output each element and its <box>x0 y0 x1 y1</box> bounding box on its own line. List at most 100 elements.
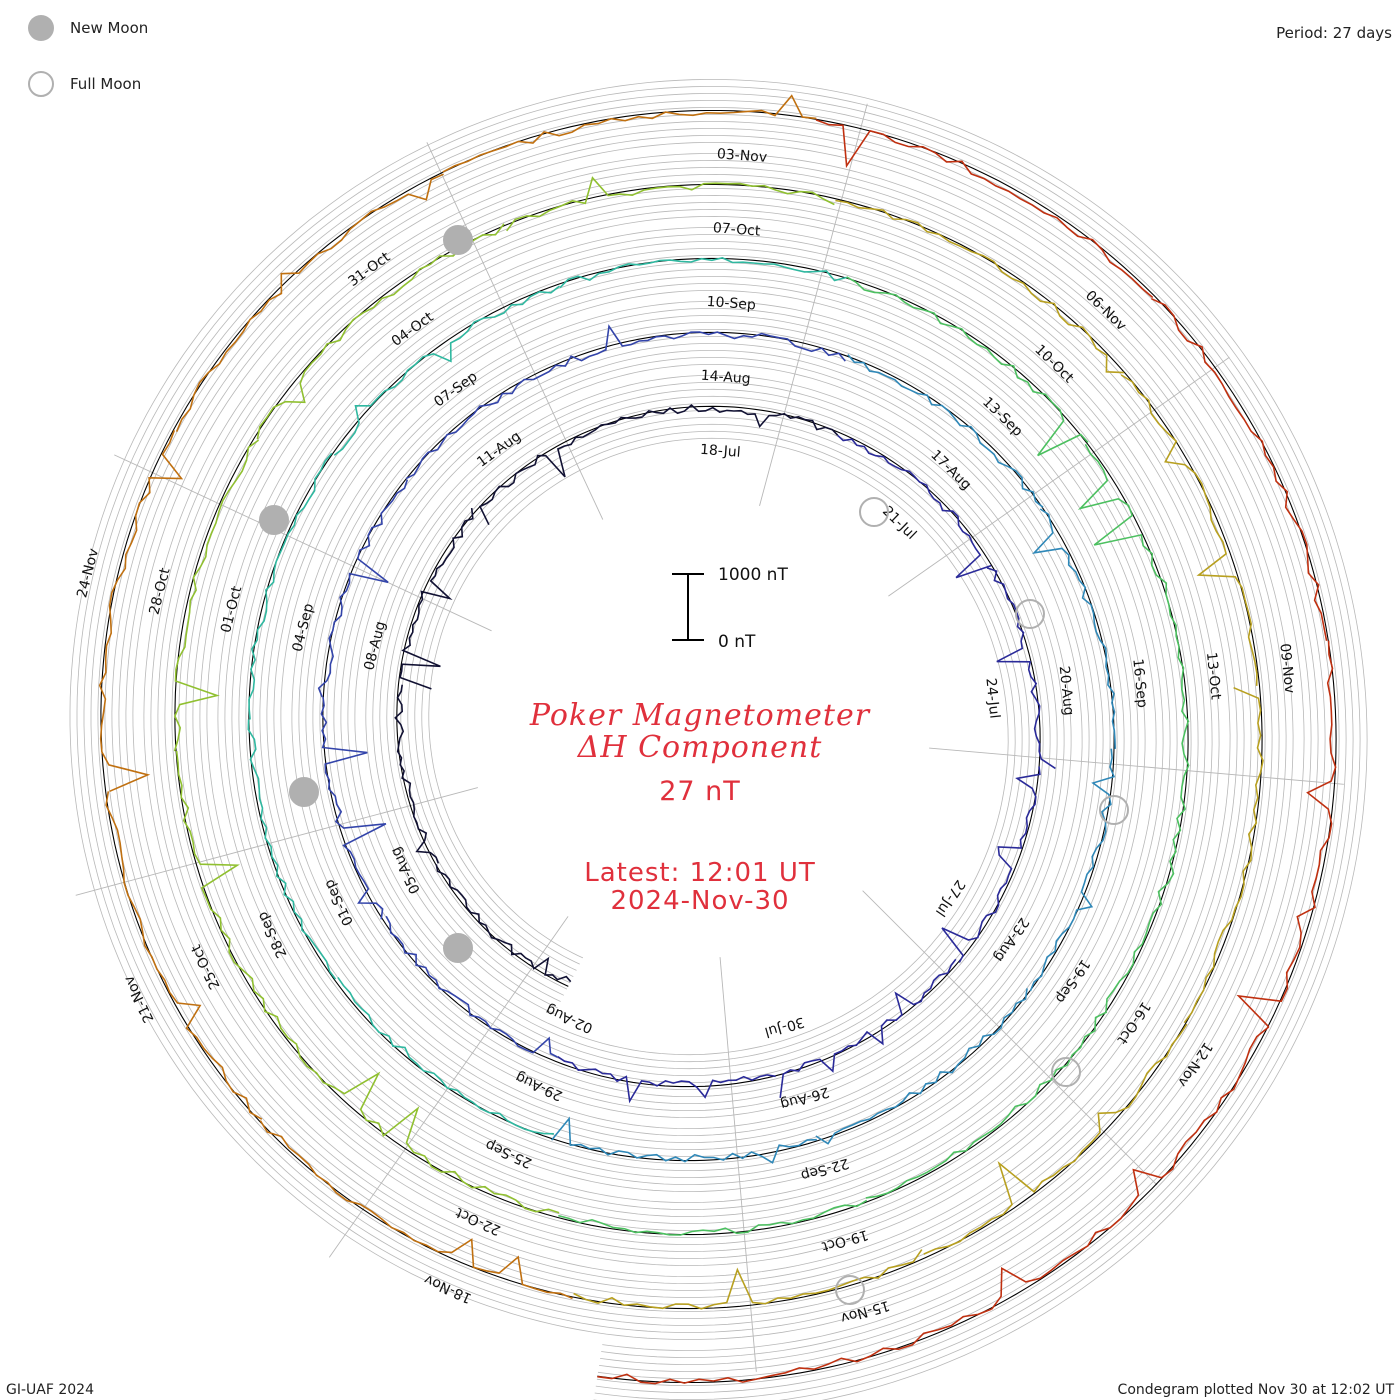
magnetometer-trace <box>1105 721 1190 1012</box>
magnetometer-trace <box>442 94 817 173</box>
legend-full-moon-label: Full Moon <box>70 75 142 93</box>
spiral-gridline <box>132 142 1305 1352</box>
magnetometer-trace <box>815 119 1154 299</box>
magnetometer-trace <box>986 567 1056 770</box>
magnetometer-trace <box>1236 640 1337 1028</box>
chart-subtitle: ΔH Component <box>577 730 823 765</box>
magnetometer-trace <box>478 416 643 526</box>
spiral-gridline <box>125 135 1312 1359</box>
chart-title: Poker Magnetometer <box>529 698 871 733</box>
magnetometer-trace <box>1183 686 1264 1024</box>
legend-full-moon: Full Moon <box>28 71 141 97</box>
date-label: 25-Sep <box>483 1136 535 1171</box>
day-spoke <box>114 454 492 632</box>
date-label: 24-Nov <box>74 547 102 600</box>
new-moon-marker <box>443 225 473 255</box>
magnetometer-trace <box>837 434 992 579</box>
spiral-gridline <box>118 128 1319 1366</box>
magnetometer-trace <box>98 430 184 793</box>
date-label: 10-Sep <box>706 294 756 314</box>
magnetometer-trace <box>779 958 957 1099</box>
day-spoke <box>888 356 1230 597</box>
full-moon-marker <box>835 1275 865 1305</box>
date-label: 06-Nov <box>1082 288 1129 334</box>
magnetometer-trace <box>990 1026 1270 1310</box>
moon-marker-layer <box>259 225 1129 1305</box>
magnetometer-trace <box>559 257 847 289</box>
scale-top-label: 1000 nT <box>718 565 788 585</box>
magnetometer-trace <box>597 1308 992 1385</box>
date-label: 28-Oct <box>146 566 173 616</box>
spiral-gridline <box>76 86 1361 1400</box>
footer-plot-time: Condegram plotted Nov 30 at 12:02 UT <box>1117 1382 1394 1398</box>
chart-scale: 27 nT <box>659 776 741 807</box>
date-label: 14-Aug <box>700 368 751 388</box>
date-label: 26-Aug <box>779 1083 831 1112</box>
date-label: 03-Nov <box>716 146 767 166</box>
magnetometer-trace <box>642 404 839 436</box>
spiral-gridline <box>97 107 1340 1386</box>
date-label: 09-Nov <box>1276 643 1297 695</box>
full-moon-marker <box>859 497 889 527</box>
trace-layer <box>98 94 1337 1385</box>
legend-new-moon: New Moon <box>28 15 148 41</box>
magnetometer-trace <box>1029 748 1116 992</box>
magnetometer-trace <box>941 766 1041 963</box>
day-spoke <box>328 916 569 1258</box>
magnetometer-trace <box>1151 297 1328 641</box>
latest-date: 2024-Nov-30 <box>610 886 790 916</box>
day-spoke <box>929 747 1344 785</box>
date-label: 07-Sep <box>431 369 480 411</box>
magnetometer-trace <box>923 1023 1188 1255</box>
date-label: 13-Sep <box>979 394 1026 440</box>
magnetometer-trace <box>385 915 558 1058</box>
magnetometer-trace <box>173 439 260 752</box>
magnetometer-trace <box>573 1249 923 1310</box>
magnetometer-trace <box>550 1116 817 1164</box>
magnetometer-trace <box>105 791 263 1120</box>
date-label: 04-Sep <box>290 602 318 654</box>
spiral-gridline <box>69 79 1368 1400</box>
magnetometer-trace <box>175 750 298 1046</box>
day-spoke <box>759 103 868 506</box>
date-label: 04-Oct <box>389 309 437 350</box>
latest-time: Latest: 12:01 UT <box>584 858 816 888</box>
grid-layer <box>69 79 1368 1400</box>
full-moon-icon <box>28 71 54 97</box>
date-label: 19-Oct <box>819 1226 870 1254</box>
magnetometer-trace <box>247 719 337 980</box>
magnetometer-trace <box>1120 374 1258 686</box>
date-label: 13-Oct <box>1203 651 1224 700</box>
scale-bar: 1000 nT 0 nT <box>672 565 788 652</box>
day-spoke <box>426 142 604 520</box>
date-label: 07-Oct <box>712 220 761 239</box>
full-moon-marker <box>1015 599 1045 629</box>
date-label: 22-Oct <box>453 1204 503 1238</box>
date-label: 16-Oct <box>1113 999 1153 1048</box>
date-label: 08-Aug <box>361 620 389 672</box>
new-moon-icon <box>28 15 54 41</box>
date-label: 29-Aug <box>513 1069 565 1104</box>
magnetometer-trace <box>399 508 474 690</box>
magnetometer-trace <box>865 1011 1108 1199</box>
magnetometer-trace <box>320 696 387 920</box>
date-label: 11-Aug <box>474 428 524 470</box>
magnetometer-trace <box>846 276 1089 457</box>
spiral-gridline <box>90 100 1347 1393</box>
magnetometer-trace <box>405 349 606 480</box>
scale-bottom-label: 0 nT <box>718 632 756 652</box>
magnetometer-trace <box>394 684 440 864</box>
new-moon-marker <box>443 933 473 963</box>
magnetometer-trace <box>435 864 572 983</box>
date-label: 22-Sep <box>799 1155 851 1184</box>
full-moon-marker <box>1051 1057 1081 1087</box>
magnetometer-trace <box>557 1056 776 1104</box>
magnetometer-trace <box>259 1120 573 1300</box>
date-label: 10-Oct <box>1031 342 1077 387</box>
date-label: 30-Jul <box>763 1013 806 1039</box>
date-label: 20-Aug <box>1056 665 1077 716</box>
date-label: 15-Nov <box>839 1297 892 1326</box>
legend-new-moon-label: New Moon <box>70 19 149 37</box>
date-label: 31-Oct <box>345 249 393 290</box>
